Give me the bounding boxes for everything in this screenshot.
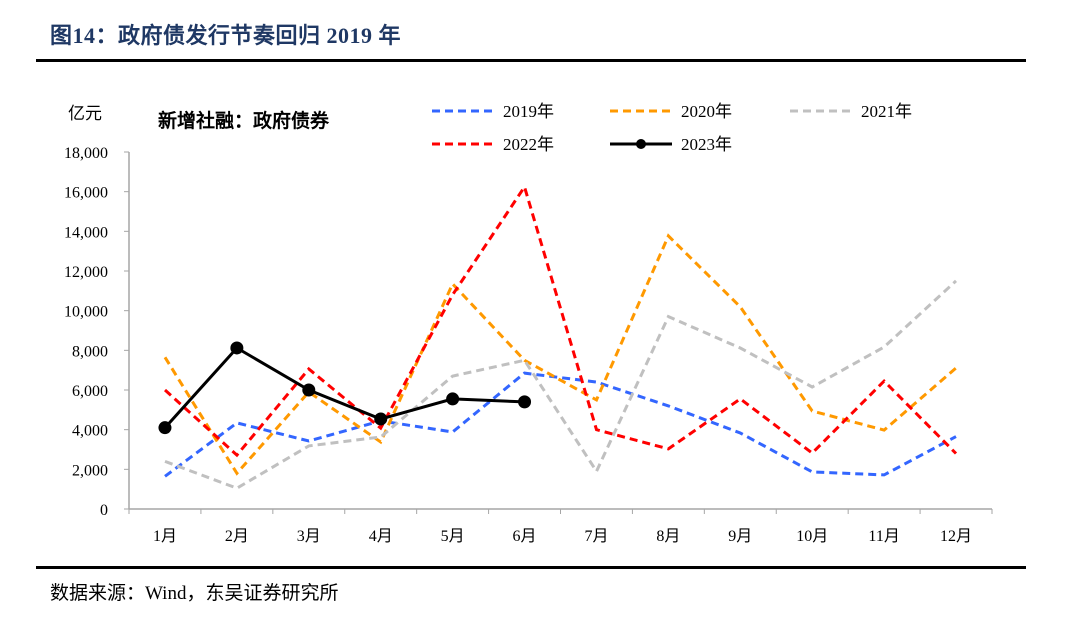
- series-2023年: [158, 341, 532, 435]
- axes: 0 2,000 4,000 6,000 8,000 10,000 12,000 14,000 1…: [64, 145, 993, 545]
- legend-item: 2019年: [432, 102, 554, 121]
- legend-label: 2023年: [681, 135, 732, 154]
- x-tick-label: 7月: [584, 528, 608, 545]
- y-tick-label: 16,000: [64, 185, 108, 202]
- y-tick-label: 2,000: [72, 462, 108, 479]
- x-tick-label: 1月: [153, 528, 177, 545]
- x-tick-label: 5月: [441, 528, 465, 545]
- y-axis-unit: 亿元: [68, 104, 102, 123]
- y-tick-label: 4,000: [72, 423, 108, 440]
- legend-item: 2021年: [790, 102, 912, 121]
- y-tick-label: 0: [100, 502, 108, 519]
- legend-label: 2021年: [861, 102, 912, 121]
- x-tick-label: 3月: [297, 528, 321, 545]
- figure-title: 图14：政府债发行节奏回归 2019 年: [50, 23, 402, 48]
- x-tick-label: 9月: [728, 528, 752, 545]
- x-tick-label: 11月: [868, 528, 899, 545]
- y-tick-label: 12,000: [64, 264, 108, 281]
- series-2020年: [163, 233, 957, 476]
- x-tick-label: 4月: [369, 528, 393, 545]
- data-point: [446, 392, 460, 406]
- legend-item: 2020年: [610, 102, 732, 121]
- legend-item: 2022年: [432, 135, 554, 154]
- series-line: [163, 183, 958, 458]
- series-line: [164, 371, 957, 478]
- y-tick-label: 18,000: [64, 145, 108, 162]
- y-tick-label: 10,000: [64, 304, 108, 321]
- series-line: [163, 346, 525, 429]
- data-point: [302, 383, 316, 397]
- data-point: [158, 421, 172, 435]
- data-point: [374, 412, 388, 426]
- data-point: [230, 341, 244, 355]
- legend-label: 2022年: [503, 135, 554, 154]
- legend: 2019年 2020年 2021年 2022年 2023年: [432, 102, 912, 154]
- legend-label: 2020年: [681, 102, 732, 121]
- x-tick-label: 12月: [940, 528, 972, 545]
- x-tick-label: 6月: [513, 528, 537, 545]
- legend-marker: [636, 139, 646, 149]
- series-2022年: [163, 183, 958, 458]
- x-tick-label: 10月: [796, 528, 828, 545]
- data-source: 数据来源：Wind，东吴证券研究所: [50, 583, 339, 604]
- bottom-rule: [36, 566, 1026, 569]
- top-rule: [36, 59, 1026, 62]
- data-point: [518, 395, 532, 409]
- legend-label: 2019年: [503, 102, 554, 121]
- series-layer: [158, 183, 958, 490]
- y-tick-label: 8,000: [72, 343, 108, 360]
- series-2021年: [164, 279, 958, 490]
- series-line: [163, 233, 957, 476]
- series-line: [164, 279, 958, 490]
- chart-title: 新增社融：政府债券: [158, 109, 330, 132]
- x-tick-label: 2月: [225, 528, 249, 545]
- legend-item: 2023年: [610, 135, 732, 154]
- series-2019年: [164, 371, 957, 478]
- x-tick-label: 8月: [656, 528, 680, 545]
- y-tick-label: 6,000: [72, 383, 108, 400]
- y-tick-label: 14,000: [64, 224, 108, 241]
